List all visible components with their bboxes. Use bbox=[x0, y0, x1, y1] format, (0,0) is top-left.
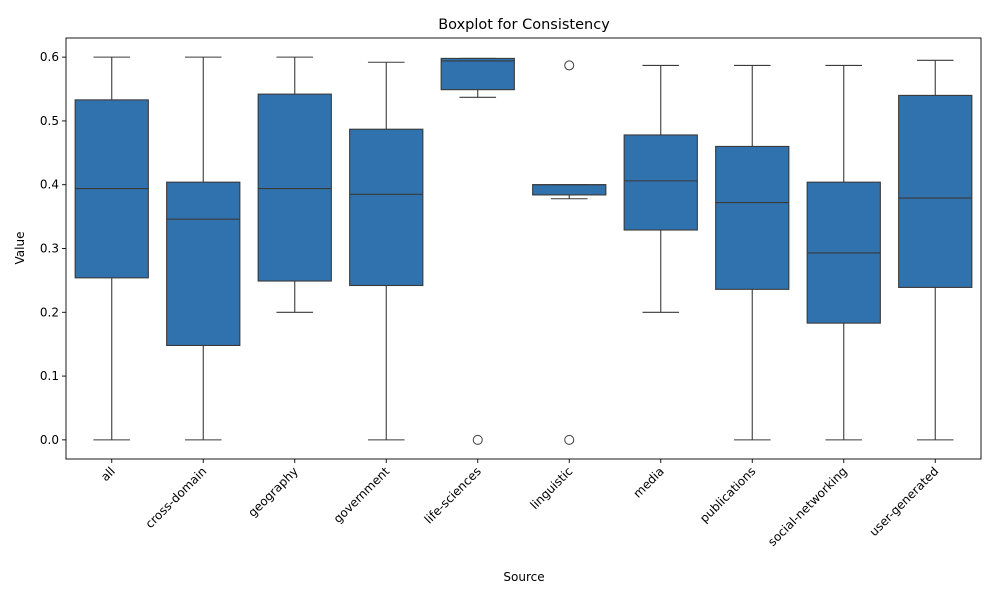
outlier-point bbox=[564, 60, 575, 71]
y-axis-label: Value bbox=[13, 232, 27, 265]
x-tick-label: linguistic bbox=[527, 464, 575, 512]
iqr-box bbox=[440, 57, 515, 91]
iqr-box bbox=[715, 145, 790, 290]
iqr-box bbox=[166, 181, 241, 347]
plot-frame bbox=[65, 37, 982, 460]
x-tick-label: life-sciences bbox=[422, 464, 484, 526]
outlier-point bbox=[564, 434, 575, 445]
iqr-box bbox=[623, 134, 698, 231]
box-all bbox=[74, 56, 149, 441]
x-axis-label: Source bbox=[503, 570, 544, 584]
x-tick-label: cross-domain bbox=[143, 464, 210, 531]
x-tick-label: media bbox=[631, 464, 667, 500]
y-tick-label: 0.2 bbox=[40, 305, 59, 319]
chart-title: Boxplot for Consistency bbox=[438, 17, 610, 33]
box-media bbox=[623, 64, 698, 313]
iqr-box bbox=[349, 128, 424, 287]
box-geography bbox=[257, 56, 332, 313]
box-government bbox=[349, 61, 424, 441]
iqr-box bbox=[532, 184, 607, 196]
y-axis: 0.0 0.1 0.2 0.3 0.4 0.5 0.6 bbox=[40, 50, 66, 447]
x-axis: all cross-domain geography government life-s… bbox=[98, 459, 941, 549]
x-tick-label: all bbox=[98, 464, 118, 484]
box-publications bbox=[715, 64, 790, 441]
iqr-box bbox=[898, 94, 973, 288]
y-tick-label: 0.0 bbox=[40, 433, 59, 447]
box-cross-domain bbox=[166, 56, 241, 441]
x-tick-label: user-generated bbox=[867, 464, 942, 539]
box-life-sciences bbox=[440, 57, 515, 445]
x-tick-label: government bbox=[331, 464, 393, 526]
y-tick-label: 0.1 bbox=[40, 369, 59, 383]
x-tick-label: geography bbox=[245, 464, 301, 520]
x-tick-label: social-networking bbox=[765, 464, 850, 549]
y-tick-label: 0.3 bbox=[40, 242, 59, 256]
outlier-point bbox=[472, 434, 483, 445]
box-social-networking bbox=[806, 64, 881, 441]
x-tick-label: publications bbox=[697, 464, 758, 525]
box-linguistic bbox=[532, 60, 607, 445]
box-user-generated bbox=[898, 59, 973, 441]
y-tick-label: 0.6 bbox=[40, 50, 59, 64]
plot-area bbox=[74, 56, 973, 445]
iqr-box bbox=[257, 93, 332, 282]
y-tick-label: 0.4 bbox=[40, 178, 59, 192]
y-tick-label: 0.5 bbox=[40, 114, 59, 128]
